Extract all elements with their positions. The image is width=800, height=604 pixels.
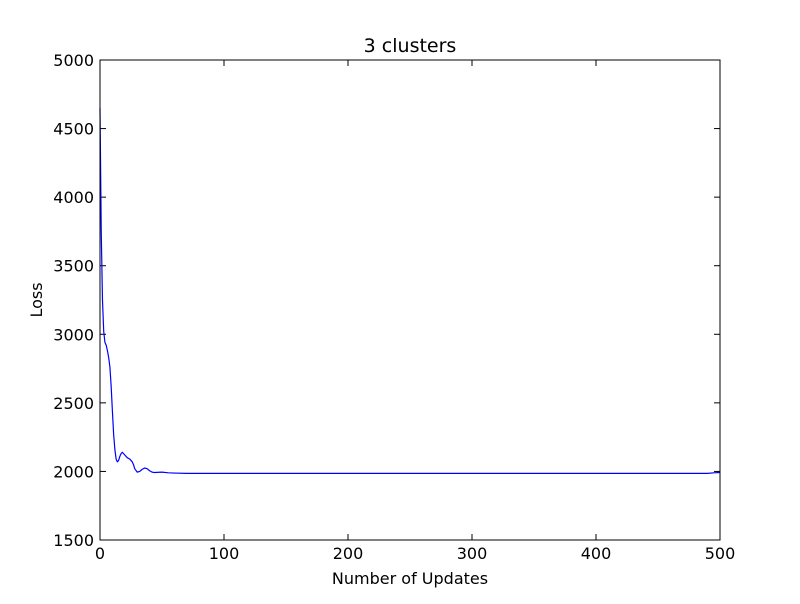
y-tick-label: 2500 — [53, 394, 94, 413]
y-axis-label: Loss — [27, 282, 46, 317]
x-tick-label: 300 — [457, 544, 488, 563]
x-axis-label: Number of Updates — [332, 569, 488, 588]
chart-title: 3 clusters — [364, 35, 457, 57]
ticks-layer: 0 100 200 300 400 500 1500 2000 2500 3000 3500 4000… — [53, 51, 735, 563]
y-tick-label: 3500 — [53, 257, 94, 276]
x-tick-label: 100 — [209, 544, 240, 563]
y-tick-label: 4500 — [53, 120, 94, 139]
y-tick-label: 5000 — [53, 51, 94, 70]
series-layer — [99, 107, 721, 474]
y-tick-label: 4000 — [53, 188, 94, 207]
x-tick-label: 500 — [705, 544, 736, 563]
x-tick-label: 0 — [95, 544, 105, 563]
loss-series-line — [99, 107, 721, 474]
x-tick-label: 400 — [581, 544, 612, 563]
y-tick-label: 2000 — [53, 462, 94, 481]
y-tick-label: 3000 — [53, 325, 94, 344]
y-tick-label: 1500 — [53, 531, 94, 550]
plot-frame — [99, 59, 721, 541]
x-tick-label: 200 — [333, 544, 364, 563]
